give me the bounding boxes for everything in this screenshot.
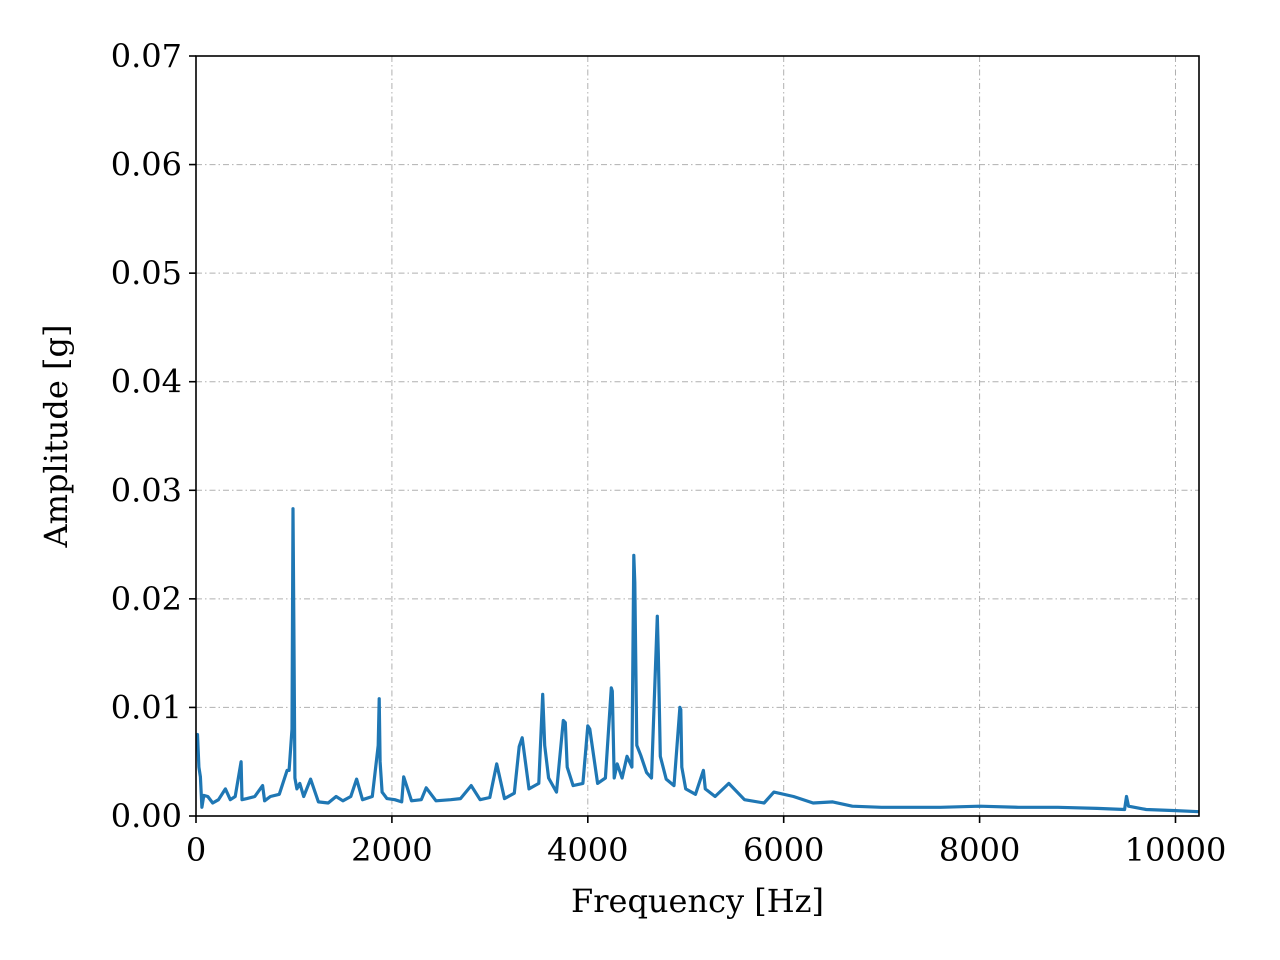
y-tick-label: 0.05 [111, 254, 182, 292]
y-tick-label: 0.03 [111, 471, 182, 509]
x-axis-label: Frequency [Hz] [571, 882, 824, 920]
x-tick-label: 6000 [743, 831, 824, 869]
x-tick-label: 0 [186, 831, 206, 869]
x-axis-ticks: 0 2000 4000 6000 8000 10000 [186, 816, 1227, 869]
x-tick-label: 2000 [351, 831, 432, 869]
y-tick-label: 0.00 [111, 797, 182, 835]
x-tick-label: 10000 [1125, 831, 1227, 869]
y-tick-label: 0.04 [111, 363, 182, 401]
y-tick-label: 0.06 [111, 146, 182, 184]
y-tick-label: 0.07 [111, 37, 182, 75]
y-axis-ticks: 0.00 0.01 0.02 0.03 0.04 0.05 0.06 0.07 [111, 37, 196, 835]
y-axis-label: Amplitude [g] [37, 325, 75, 549]
series-layer [196, 507, 1199, 814]
y-tick-label: 0.02 [111, 580, 182, 618]
series-line-0 [196, 507, 1199, 814]
x-tick-label: 4000 [547, 831, 628, 869]
y-tick-label: 0.01 [111, 688, 182, 726]
grid-lines [196, 55, 1199, 816]
x-tick-label: 8000 [939, 831, 1020, 869]
plot-frame [195, 55, 1200, 817]
